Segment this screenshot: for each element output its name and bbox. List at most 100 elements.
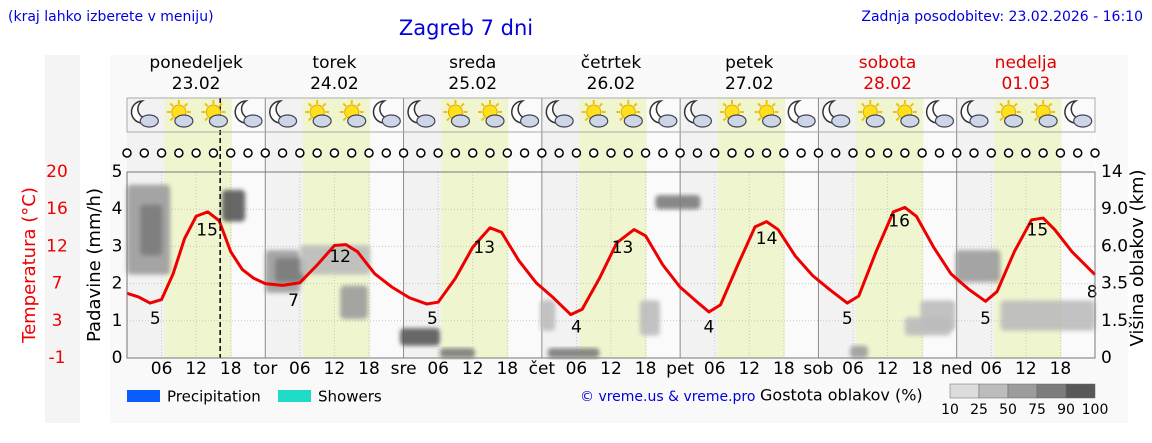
temp-tick-label: 12 [46, 236, 68, 256]
cloud-cell [1000, 300, 1095, 331]
cloud-icon [519, 114, 540, 128]
sun-ray [722, 102, 728, 108]
sun-ray [584, 116, 589, 122]
cloud-icon [692, 114, 713, 128]
wind-calm [796, 148, 806, 158]
scale-cell [978, 383, 1009, 399]
sun-ray [999, 102, 1004, 108]
wind-calm [813, 148, 824, 158]
x-tick-label: 06 [704, 359, 726, 379]
wind-calm [398, 148, 409, 158]
wind-calm [571, 148, 582, 158]
wind-calm [727, 148, 737, 158]
sun-ray [480, 102, 486, 108]
sun-ray [999, 116, 1004, 122]
temp-label: 4 [704, 318, 715, 338]
cloud-cell [275, 258, 306, 283]
scale-tick-label: 75 [1028, 402, 1046, 418]
temp-label: 5 [150, 309, 161, 329]
x-tick-label: 18 [220, 359, 242, 379]
wind-calm [658, 148, 668, 158]
x-tick-label: 18 [1050, 359, 1072, 379]
sun-ray [446, 116, 451, 122]
plot-frame [126, 171, 1096, 359]
y2-tick-label: 14 [1101, 162, 1123, 182]
cloud-cell [222, 189, 246, 222]
update-time: Zadnja posodobitev: 23.02.2026 - 16:10 [861, 9, 1143, 25]
y-axis-title: Padavine (mm/h) [84, 188, 105, 342]
wind-calm [191, 148, 201, 158]
menu-note: (kraj lahko izberete v meniju) [8, 9, 214, 25]
temp-tick-label: 20 [46, 162, 68, 182]
sun-ray [895, 116, 900, 122]
wind-calm [450, 148, 461, 158]
wind-calm [761, 148, 772, 158]
cloud-icon [1003, 114, 1024, 128]
wind-calm [744, 148, 755, 158]
cloud-icon [174, 114, 194, 128]
cloud-icon [1073, 114, 1093, 128]
wind-calm [588, 148, 599, 158]
x-tick-label: čet [529, 359, 556, 379]
scale-tick-label: 100 [1082, 402, 1109, 418]
x-tick-label: 06 [289, 359, 311, 379]
x-tick-label: 06 [566, 359, 588, 379]
y-tick-label: 5 [112, 162, 123, 182]
day-name: četrtek [581, 53, 642, 73]
wind-calm [260, 148, 271, 158]
temp-label: 5 [842, 309, 853, 329]
scale-tick-label: 10 [941, 402, 959, 418]
wind-calm [640, 148, 651, 158]
wind-calm [467, 148, 478, 158]
sun-ray [1033, 102, 1039, 108]
temp-label: 13 [473, 238, 495, 258]
wind-calm [606, 148, 616, 158]
sun-ray [204, 102, 209, 108]
sun-ray [736, 102, 742, 108]
wind-calm [225, 148, 236, 158]
left-strip [45, 55, 80, 423]
sun-ray [446, 102, 451, 108]
y2-tick-label: 1.5 [1101, 311, 1128, 331]
cloud-icon [589, 114, 609, 128]
y2-tick-label: 6.0 [1101, 236, 1128, 256]
wind-calm [1003, 148, 1014, 158]
y-tick-label: 3 [112, 236, 123, 256]
daylight-band [441, 98, 509, 358]
sun-ray [307, 116, 313, 122]
x-tick-label: 12 [185, 359, 207, 379]
sun-ray [861, 102, 866, 108]
wind-calm [433, 148, 443, 158]
scale-tick-label: 50 [999, 402, 1017, 418]
cloud-icon [381, 114, 401, 128]
sun-ray [633, 102, 638, 108]
temp-label: 5 [427, 309, 438, 329]
cloud-scale-title: Gostota oblakov (%) [760, 386, 923, 405]
y2-axis-title: Višina oblakov (km) [1127, 169, 1148, 346]
x-tick-label: 06 [151, 359, 173, 379]
cloud-cell [955, 250, 1001, 283]
y-tick-label: 2 [112, 274, 123, 294]
cloud-icon [554, 114, 574, 128]
cloud-cell [340, 285, 368, 319]
cloud-cell [140, 204, 163, 256]
sun-ray [183, 102, 189, 108]
day-date: 25.02 [448, 74, 497, 94]
wind-calm [900, 148, 910, 158]
sun-ray [169, 116, 174, 122]
wind-calm [865, 148, 876, 158]
x-tick-label: sob [803, 359, 833, 379]
sun-ray [307, 102, 313, 108]
x-tick-label: 06 [427, 359, 449, 379]
wind-calm [969, 148, 979, 158]
cloud-icon [450, 114, 471, 128]
cloud-cell [639, 300, 660, 336]
cloud-icon [277, 114, 298, 128]
wind-calm [830, 148, 841, 158]
wind-calm [364, 148, 374, 158]
wind-calm [139, 148, 150, 158]
temp-axis-title: Temperatura (°C) [19, 187, 40, 344]
wind-calm [1090, 148, 1100, 158]
y2-tick-label: 9.0 [1101, 199, 1128, 219]
